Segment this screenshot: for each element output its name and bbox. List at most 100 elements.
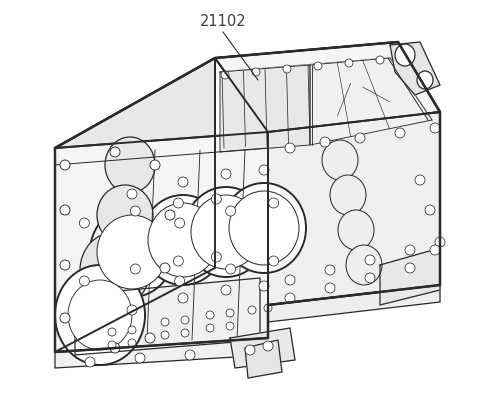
Circle shape — [108, 341, 116, 349]
Circle shape — [175, 276, 185, 286]
Ellipse shape — [338, 210, 374, 250]
Circle shape — [128, 339, 136, 347]
Circle shape — [145, 333, 155, 343]
Polygon shape — [215, 42, 440, 132]
Polygon shape — [245, 340, 282, 378]
Polygon shape — [230, 328, 295, 368]
Circle shape — [226, 309, 234, 317]
Ellipse shape — [148, 203, 218, 277]
Circle shape — [173, 256, 183, 266]
Polygon shape — [268, 285, 440, 322]
Polygon shape — [310, 58, 432, 145]
Circle shape — [430, 245, 440, 255]
Circle shape — [110, 147, 120, 157]
Circle shape — [221, 71, 229, 79]
Circle shape — [131, 206, 140, 216]
Circle shape — [206, 311, 214, 319]
Ellipse shape — [191, 195, 261, 269]
Circle shape — [110, 343, 120, 353]
Polygon shape — [220, 65, 310, 152]
Circle shape — [211, 252, 221, 262]
Circle shape — [206, 324, 214, 332]
Circle shape — [245, 345, 255, 355]
Polygon shape — [380, 248, 440, 305]
Circle shape — [178, 177, 188, 187]
Circle shape — [285, 293, 295, 303]
Circle shape — [60, 313, 70, 323]
Ellipse shape — [229, 191, 299, 265]
Circle shape — [108, 328, 116, 336]
Circle shape — [325, 283, 335, 293]
Circle shape — [252, 68, 260, 76]
Circle shape — [60, 160, 70, 170]
Text: 21102: 21102 — [200, 14, 246, 30]
Circle shape — [345, 59, 353, 67]
Circle shape — [226, 206, 236, 216]
Circle shape — [425, 205, 435, 215]
Circle shape — [79, 218, 89, 228]
Ellipse shape — [417, 71, 433, 89]
Circle shape — [175, 218, 185, 228]
Circle shape — [405, 263, 415, 273]
Polygon shape — [390, 42, 440, 95]
Circle shape — [150, 160, 160, 170]
Circle shape — [161, 331, 169, 339]
Circle shape — [355, 133, 365, 143]
Circle shape — [259, 281, 269, 291]
Circle shape — [259, 165, 269, 175]
Circle shape — [248, 306, 256, 314]
Circle shape — [161, 318, 169, 326]
Circle shape — [211, 194, 221, 204]
Circle shape — [221, 169, 231, 179]
Ellipse shape — [141, 195, 225, 285]
Ellipse shape — [68, 280, 132, 350]
Circle shape — [131, 264, 140, 274]
Circle shape — [365, 255, 375, 265]
Circle shape — [376, 56, 384, 64]
Ellipse shape — [222, 183, 306, 273]
Ellipse shape — [346, 245, 382, 285]
Ellipse shape — [97, 215, 167, 289]
Ellipse shape — [395, 44, 415, 66]
Ellipse shape — [90, 207, 174, 297]
Circle shape — [430, 123, 440, 133]
Circle shape — [269, 256, 278, 266]
Circle shape — [178, 293, 188, 303]
Circle shape — [314, 62, 322, 70]
Circle shape — [285, 275, 295, 285]
Polygon shape — [75, 278, 260, 355]
Ellipse shape — [97, 185, 153, 245]
Circle shape — [269, 198, 278, 208]
Circle shape — [285, 143, 295, 153]
Circle shape — [320, 137, 330, 147]
Circle shape — [185, 350, 195, 360]
Ellipse shape — [80, 232, 150, 308]
Circle shape — [135, 353, 145, 363]
Circle shape — [415, 175, 425, 185]
Circle shape — [60, 260, 70, 270]
Circle shape — [60, 205, 70, 215]
Circle shape — [127, 305, 137, 315]
Ellipse shape — [330, 175, 366, 215]
Polygon shape — [268, 112, 440, 305]
Circle shape — [128, 326, 136, 334]
Polygon shape — [220, 58, 432, 148]
Circle shape — [181, 329, 189, 337]
Ellipse shape — [322, 140, 358, 180]
Circle shape — [365, 273, 375, 283]
Circle shape — [263, 341, 273, 351]
Circle shape — [435, 237, 445, 247]
Circle shape — [160, 263, 170, 273]
Circle shape — [85, 357, 95, 367]
Polygon shape — [55, 58, 215, 352]
Circle shape — [221, 285, 231, 295]
Circle shape — [173, 198, 183, 208]
Ellipse shape — [55, 265, 145, 365]
Circle shape — [127, 189, 137, 199]
Circle shape — [283, 65, 291, 73]
Circle shape — [181, 316, 189, 324]
Polygon shape — [55, 338, 268, 368]
Circle shape — [226, 322, 234, 330]
Circle shape — [325, 265, 335, 275]
Circle shape — [79, 276, 89, 286]
